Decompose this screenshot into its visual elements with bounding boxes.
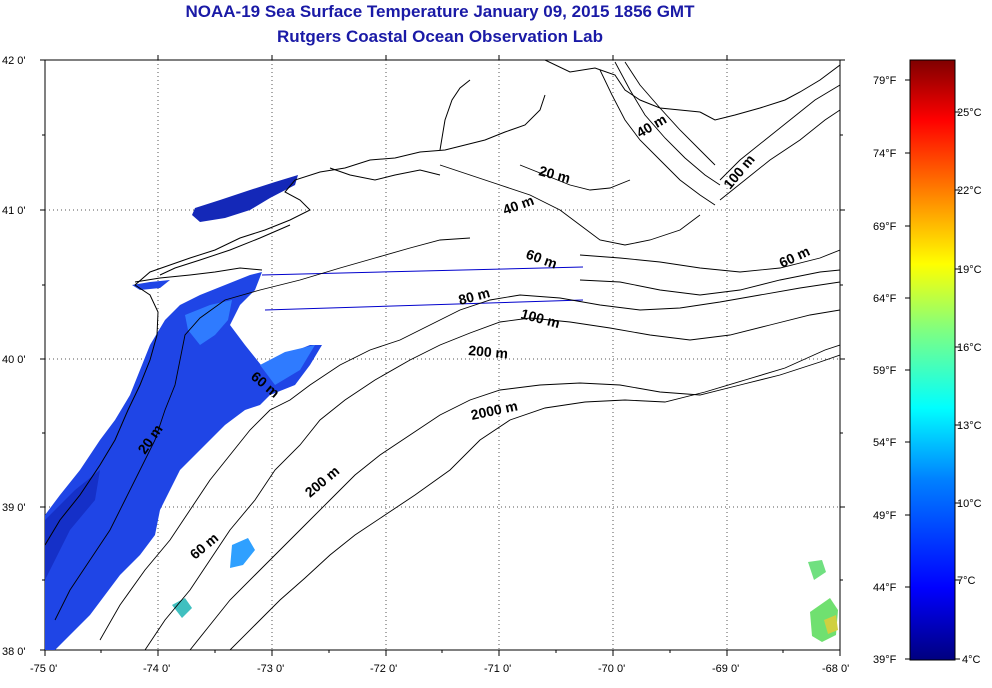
sst-data — [45, 175, 838, 650]
contour-label: 80 m — [457, 284, 492, 308]
lat-tick-label: 41 0' — [2, 205, 26, 217]
colorbar-f-label: 59°F — [873, 365, 897, 377]
colorbar-c-label: 22°C — [957, 185, 982, 197]
lon-tick-label: -69 0' — [712, 663, 739, 675]
colorbar-f-label: 54°F — [873, 437, 897, 449]
lon-tick-label: -75 0' — [30, 663, 57, 675]
longitude-axis: -75 0' -74 0' -73 0' -72 0' -71 0' -70 0… — [30, 55, 849, 675]
colorbar-f-label: 79°F — [873, 75, 897, 87]
lon-tick-label: -74 0' — [143, 663, 170, 675]
lat-tick-label: 42 0' — [2, 55, 26, 67]
lon-tick-label: -73 0' — [257, 663, 284, 675]
latitude-axis: 42 0' 41 0' 40 0' 39 0' 38 0' — [2, 55, 845, 658]
colorbar-f-label: 64°F — [873, 293, 897, 305]
colorbar-c-label: 4°C — [962, 654, 981, 666]
lat-tick-label: 39 0' — [2, 502, 26, 514]
map-subtitle: Rutgers Coastal Ocean Observation Lab — [277, 27, 603, 46]
colorbar-f-label: 69°F — [873, 221, 897, 233]
contour-label: 200 m — [468, 342, 509, 361]
satellite-track-lines — [261, 266, 584, 311]
contour-label: 20 m — [537, 162, 572, 186]
colorbar-f-label: 44°F — [873, 582, 897, 594]
colorbar-f-label: 49°F — [873, 510, 897, 522]
colorbar-c-label: 19°C — [957, 264, 982, 276]
colorbar-c-label: 13°C — [957, 420, 982, 432]
temperature-colorbar: 79°F 74°F 69°F 64°F 59°F 54°F 49°F 44°F … — [873, 59, 982, 666]
contour-labels: 40 m 100 m 20 m 40 m 60 m 60 m 80 m 100 … — [134, 111, 812, 563]
colorbar-f-label: 74°F — [873, 148, 897, 160]
colorbar-c-label: 7°C — [957, 575, 976, 587]
lat-tick-label: 40 0' — [2, 354, 26, 366]
map-title: NOAA-19 Sea Surface Temperature January … — [185, 2, 695, 21]
lon-tick-label: -68 0' — [822, 663, 849, 675]
lon-tick-label: -72 0' — [370, 663, 397, 675]
colorbar-gradient — [909, 59, 956, 661]
colorbar-c-label: 16°C — [957, 342, 982, 354]
lat-tick-label: 38 0' — [2, 646, 26, 658]
coastline — [45, 60, 840, 546]
lon-tick-label: -71 0' — [484, 663, 511, 675]
colorbar-c-label: 25°C — [957, 107, 982, 119]
bathymetry-contours — [54, 61, 840, 650]
colorbar-f-label: 39°F — [873, 654, 897, 666]
colorbar-c-label: 10°C — [957, 498, 982, 510]
lon-tick-label: -70 0' — [598, 663, 625, 675]
